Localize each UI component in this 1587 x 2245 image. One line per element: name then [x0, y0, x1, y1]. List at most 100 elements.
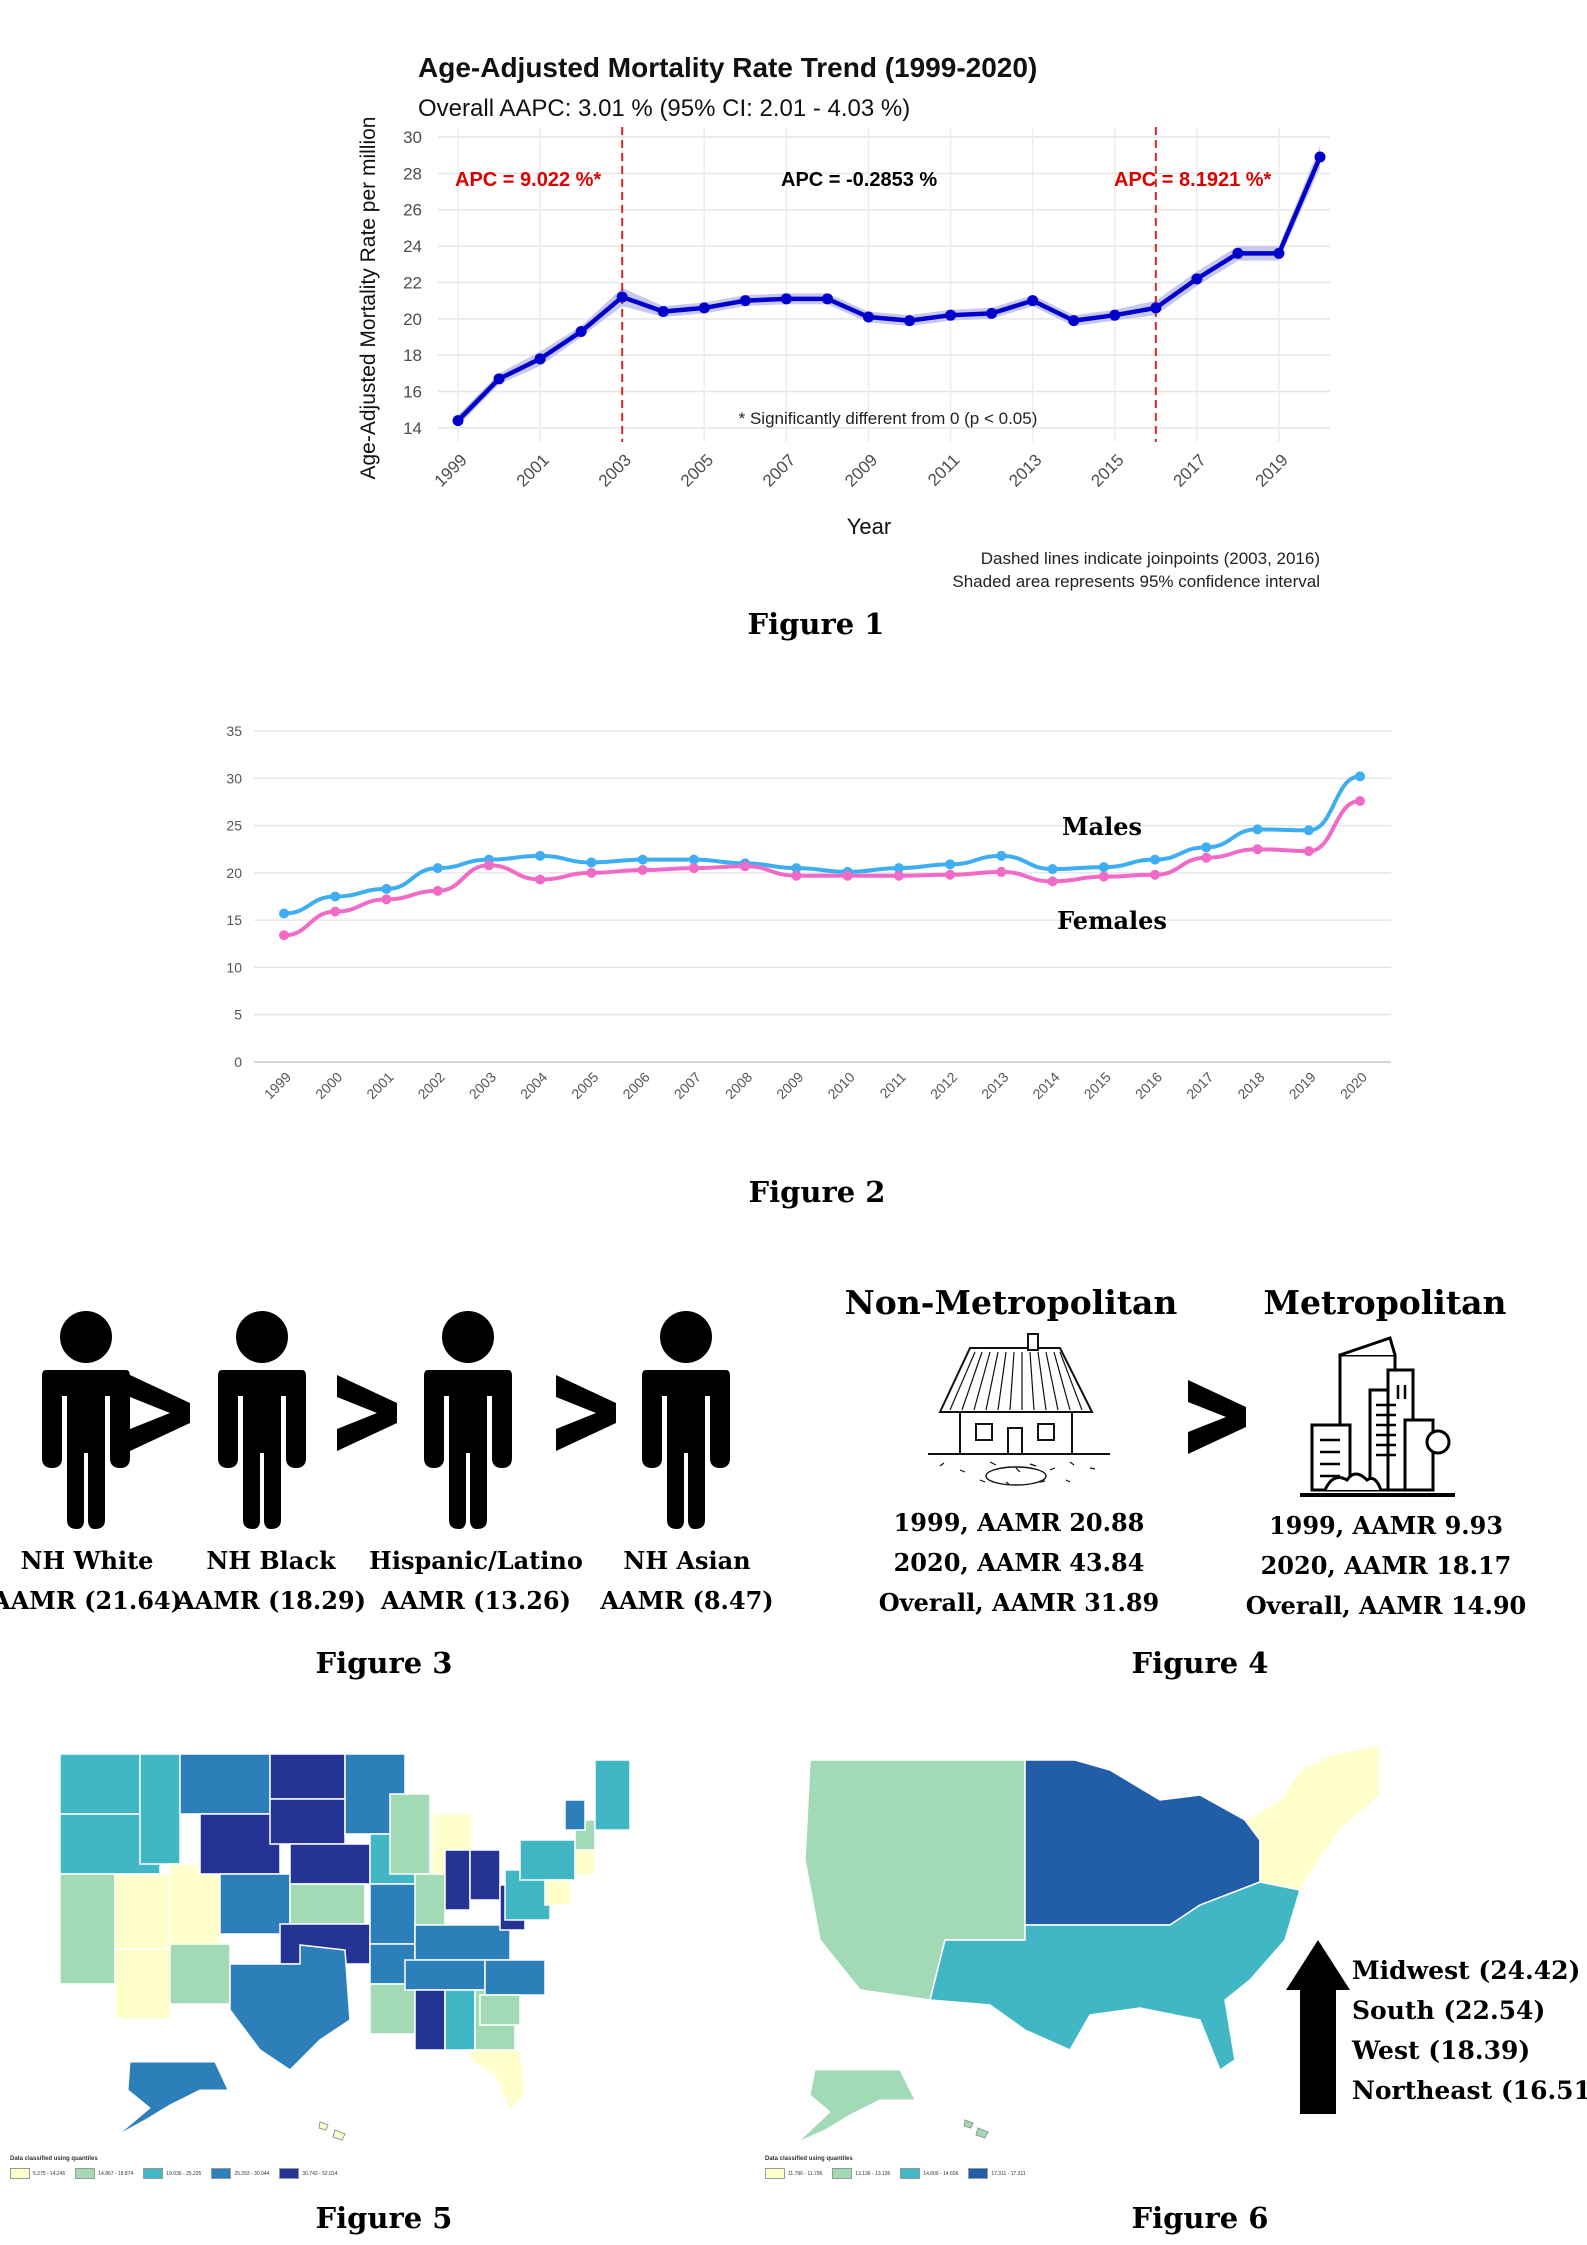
- figure-2-data-point: [1098, 871, 1109, 882]
- figure-1-x-tick-label: 2009: [841, 450, 881, 490]
- figure-1-y-tick-label: 14: [403, 419, 422, 438]
- figure-6-legend-swatch: [765, 2168, 785, 2180]
- figure-1-x-tick-label: 2015: [1087, 450, 1127, 490]
- figure-2-x-tick-label: 2006: [619, 1069, 652, 1102]
- figure-1-ylabel: Age-Adjusted Mortality Rate per million: [357, 117, 380, 480]
- figure-2-data-point: [791, 863, 802, 874]
- figure-2-x-tick-label: 2012: [927, 1069, 960, 1102]
- figure-6-legend-title: Data classified using quantiles: [765, 2156, 853, 2162]
- greater-than-icon: [556, 1375, 616, 1451]
- figure-2-data-point: [1098, 862, 1109, 873]
- figure-1-footnote-ci: Shaded area represents 95% confidence in…: [952, 572, 1320, 591]
- person-icon: [42, 1311, 130, 1529]
- figure-2-data-point: [483, 860, 494, 871]
- figure-1-segment-label-3: APC = 8.1921 %*: [1114, 169, 1272, 191]
- figure-2-data-point: [996, 850, 1007, 861]
- figure-1-y-tick-label: 22: [403, 273, 422, 292]
- figure-6-region-map: [797, 1744, 1381, 2143]
- figure-2-x-tick-label: 2016: [1132, 1069, 1165, 1102]
- figure-2-data-point: [688, 863, 699, 874]
- figure-4-metro-title: Metropolitan: [1263, 1283, 1507, 1322]
- figure-2-x-tick-label: 2000: [312, 1069, 345, 1102]
- figure-3-group-4-value: AAMR (8.47): [600, 1586, 774, 1615]
- figure-2-x-tick-label: 2015: [1081, 1069, 1114, 1102]
- figure-4-nonmetro-line-3: Overall, AAMR 31.89: [878, 1588, 1160, 1617]
- person-icon: [642, 1311, 730, 1529]
- figure-5-legend-label: 25.293 - 30.044: [234, 2170, 270, 2177]
- figure-2-data-point: [740, 861, 751, 872]
- figure-3-group-1-name: NH White: [20, 1546, 154, 1575]
- figure-2-data-point: [1201, 852, 1212, 863]
- figure-1-data-point: [657, 306, 669, 318]
- figure-1-y-tick-label: 18: [403, 346, 422, 365]
- figure-1-x-tick-label: 2005: [677, 450, 717, 490]
- figure-5-legend-label: 19.036 - 25.225: [166, 2170, 202, 2177]
- figure-2-data-point: [381, 894, 392, 905]
- figure-2-x-tick-label: 2009: [773, 1069, 806, 1102]
- figure-5-legend-label: 14.867 - 18.874: [98, 2170, 134, 2177]
- figure-4-nonmetro-line-2: 2020, AAMR 43.84: [893, 1548, 1145, 1577]
- figure-1-y-tick-label: 26: [403, 201, 422, 220]
- figure-2-x-tick-label: 2007: [671, 1069, 704, 1102]
- figure-2-data-point: [330, 906, 341, 917]
- figure-1-data-point: [862, 311, 874, 323]
- figure-2-x-tick-label: 2003: [466, 1069, 499, 1102]
- figure-4-graphic: [928, 1333, 1455, 1497]
- figure-6-rank-2: South (22.54): [1352, 1996, 1546, 2025]
- figure-1-data-point: [904, 315, 916, 327]
- figure-2-data-point: [637, 854, 648, 865]
- figure-5-caption: Figure 5: [315, 2201, 453, 2235]
- figure-6-rank-3: West (18.39): [1352, 2036, 1531, 2065]
- figure-1-data-point: [1068, 315, 1080, 327]
- figure-1-data-point: [1027, 295, 1039, 307]
- figure-1-significance-note: * Significantly different from 0 (p < 0.…: [739, 409, 1038, 428]
- figure-2-data-point: [893, 870, 904, 881]
- figure-3-graphic: [42, 1311, 730, 1529]
- figure-6-legend-label: 11.796 - 11.796: [788, 2170, 823, 2177]
- figure-2-x-tick-label: 2010: [824, 1069, 857, 1102]
- figure-1-y-tick-label: 20: [403, 310, 422, 329]
- figure-6-rank-4: Northeast (16.51): [1352, 2076, 1587, 2105]
- figure-6-caption: Figure 6: [1131, 2201, 1269, 2235]
- figure-2-data-point: [381, 883, 392, 894]
- figure-4-metro-line-2: 2020, AAMR 18.17: [1260, 1551, 1512, 1580]
- figure-2-data-point: [791, 870, 802, 881]
- figure-3-group-2-name: NH Black: [206, 1546, 336, 1575]
- figure-3-caption: Figure 3: [315, 1646, 453, 1680]
- figure-1-data-point: [945, 309, 957, 321]
- figure-1-subtitle: Overall AAPC: 3.01 % (95% CI: 2.01 - 4.0…: [418, 95, 910, 122]
- cottage-icon: [928, 1333, 1110, 1486]
- figure-1-segment-label-1: APC = 9.022 %*: [455, 169, 601, 191]
- figure-2-x-tick-label: 2014: [1029, 1069, 1062, 1102]
- figure-2-data-point: [1150, 869, 1161, 880]
- figure-2-data-point: [996, 866, 1007, 877]
- figure-2-x-tick-label: 2018: [1234, 1069, 1267, 1102]
- greater-than-icon: [130, 1375, 190, 1451]
- figure-2-data-point: [893, 863, 904, 874]
- figure-2-data-point: [586, 867, 597, 878]
- figure-1-data-point: [1232, 247, 1244, 259]
- figure-1-data-point: [698, 302, 710, 314]
- figure-1-x-tick-label: 2019: [1252, 450, 1292, 490]
- figure-5-legend-label: 30.742 - 52.014: [302, 2170, 338, 2177]
- figure-2-data-point: [279, 930, 289, 941]
- figure-2-y-tick-label: 10: [226, 959, 242, 975]
- figure-2-x-tick-label: 2008: [722, 1069, 755, 1102]
- figure-2-data-point: [1201, 842, 1212, 853]
- figure-1-chart: Age-Adjusted Mortality Rate Trend (1999-…: [357, 52, 1330, 591]
- figure-2-data-point: [535, 874, 546, 885]
- figure-1-title: Age-Adjusted Mortality Rate Trend (1999-…: [418, 52, 1037, 83]
- figure-1-x-tick-label: 2013: [1005, 450, 1045, 490]
- figure-2-data-point: [945, 869, 956, 880]
- greater-than-icon: [1188, 1380, 1246, 1454]
- figure-5-legend: Data classified using quantiles 5.275 - …: [10, 2156, 570, 2183]
- figure-1-footnote-joinpoints: Dashed lines indicate joinpoints (2003, …: [981, 549, 1320, 568]
- figure-1-y-tick-label: 30: [403, 128, 422, 147]
- figure-1-y-tick-label: 28: [403, 164, 422, 183]
- figure-1-data-point: [1150, 302, 1162, 314]
- figure-5-legend-title: Data classified using quantiles: [10, 2156, 98, 2162]
- figure-5-legend-swatch: [279, 2168, 300, 2180]
- figure-6-legend-swatch: [900, 2168, 921, 2180]
- figure-2-y-tick-label: 20: [226, 865, 242, 881]
- figure-1-data-point: [452, 415, 464, 427]
